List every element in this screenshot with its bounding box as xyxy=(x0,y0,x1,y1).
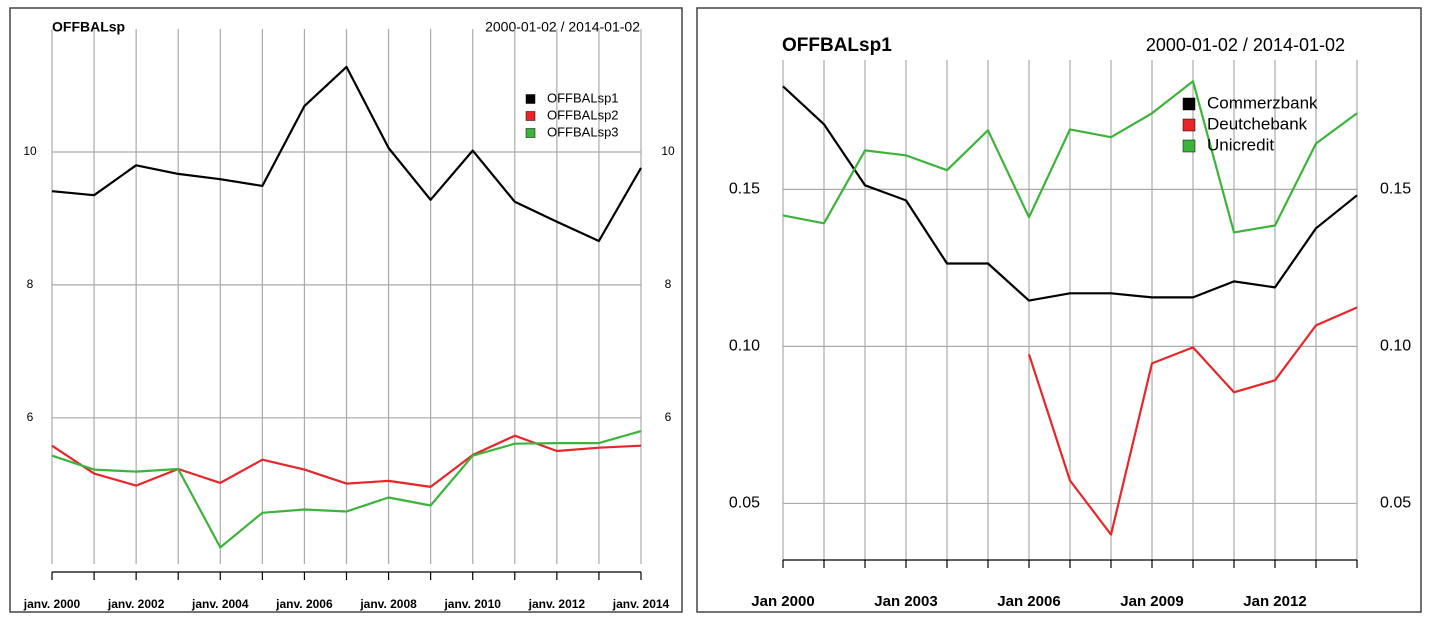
panel-border xyxy=(9,7,683,613)
y-tick-label: 10 xyxy=(23,144,37,158)
panel-border xyxy=(696,7,1422,613)
y-tick-label: 8 xyxy=(27,277,34,291)
chart-title: OFFBALsp1 xyxy=(782,35,892,56)
x-tick-label: janv. 2014 xyxy=(612,597,670,611)
legend-swatch xyxy=(525,94,536,104)
x-tick-label: Jan 2012 xyxy=(1243,593,1306,610)
legend-label: OFFBALsp1 xyxy=(547,90,619,105)
x-tick-label: janv. 2012 xyxy=(528,597,586,611)
legend-label: OFFBALsp3 xyxy=(547,124,619,139)
series-line xyxy=(51,434,642,488)
chart-subtitle: 2000-01-02 / 2014-01-02 xyxy=(485,19,640,35)
y-tick-label-right: 8 xyxy=(665,277,672,291)
y-tick-label: 0.15 xyxy=(729,181,760,198)
series-line xyxy=(782,85,1358,302)
x-tick-label: janv. 2002 xyxy=(107,597,165,611)
y-tick-label: 0.05 xyxy=(729,495,760,512)
y-tick-label-right: 6 xyxy=(665,410,672,424)
y-tick-label-right: 0.10 xyxy=(1380,338,1411,355)
x-tick-label: Jan 2009 xyxy=(1120,593,1183,610)
legend-label: Unicredit xyxy=(1207,135,1274,154)
y-tick-label-right: 0.15 xyxy=(1380,181,1411,198)
legend-swatch xyxy=(525,128,536,138)
series-line xyxy=(1027,306,1358,536)
series-line xyxy=(51,65,642,243)
y-tick-label: 0.10 xyxy=(729,338,760,355)
x-tick-label: janv. 2008 xyxy=(359,597,417,611)
legend-swatch xyxy=(1182,97,1196,111)
x-tick-label: Jan 2003 xyxy=(874,593,937,610)
series-line xyxy=(782,80,1358,234)
legend-swatch xyxy=(525,111,536,121)
legend-swatch xyxy=(1182,118,1196,132)
legend-label: OFFBALsp2 xyxy=(547,107,619,122)
x-tick-label: janv. 2004 xyxy=(191,597,249,611)
y-tick-label-right: 10 xyxy=(661,144,675,158)
chart-subtitle: 2000-01-02 / 2014-01-02 xyxy=(1146,35,1345,55)
y-tick-label-right: 0.05 xyxy=(1380,495,1411,512)
chart-title: OFFBALsp xyxy=(52,19,125,35)
legend-label: Commerzbank xyxy=(1207,93,1318,112)
y-tick-label: 6 xyxy=(27,410,34,424)
series-line xyxy=(51,430,642,549)
x-tick-label: Jan 2000 xyxy=(751,593,814,610)
legend-label: Deutchebank xyxy=(1207,114,1308,133)
x-tick-label: janv. 2006 xyxy=(275,597,333,611)
x-tick-label: janv. 2000 xyxy=(23,597,81,611)
legend-swatch xyxy=(1182,139,1196,153)
x-tick-label: janv. 2010 xyxy=(443,597,501,611)
x-tick-label: Jan 2006 xyxy=(997,593,1060,610)
